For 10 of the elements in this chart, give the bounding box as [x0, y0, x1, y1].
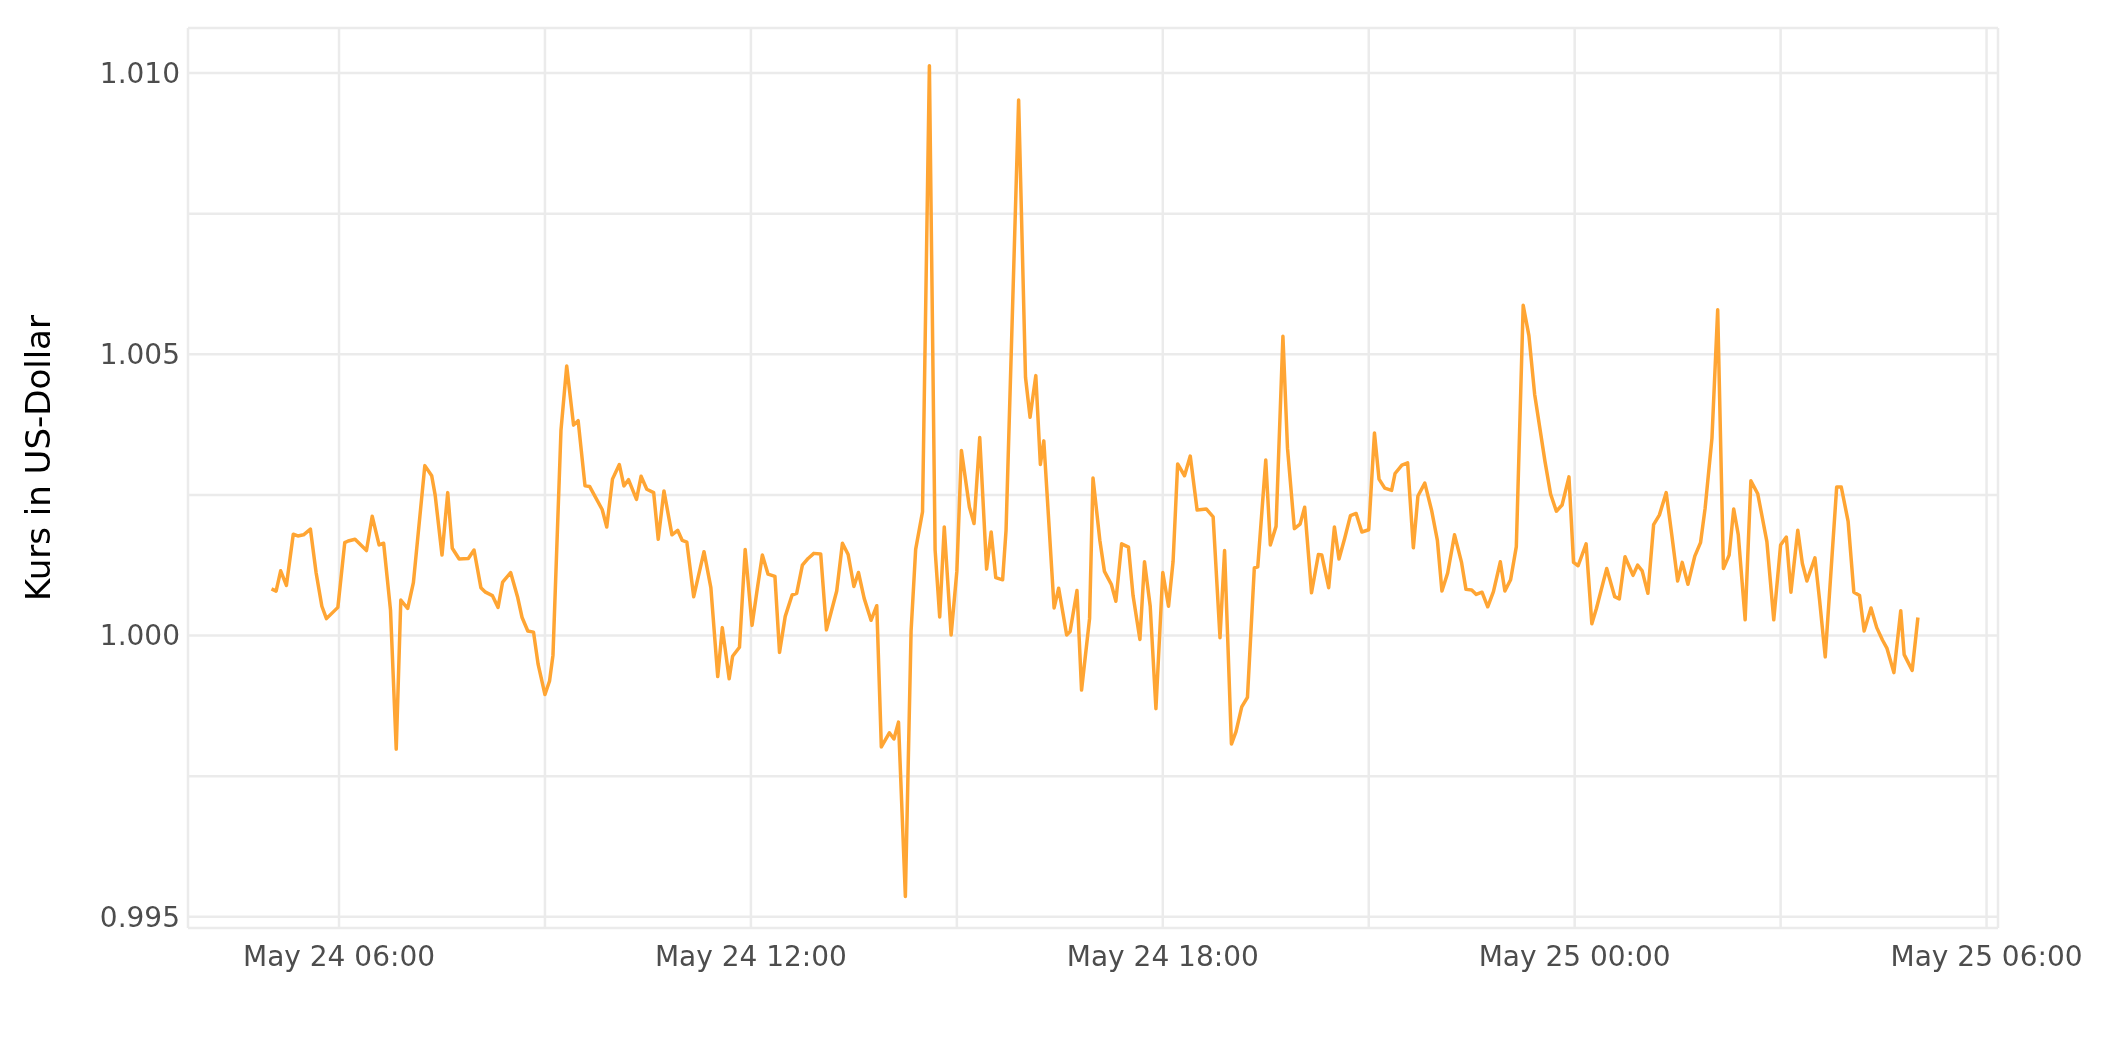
- x-tick-label: May 25 06:00: [1890, 939, 2083, 973]
- y-tick-label: 0.995: [99, 900, 180, 934]
- x-tick-label: May 24 12:00: [654, 939, 847, 973]
- y-tick-label: 1.010: [99, 56, 180, 90]
- x-tick-label: May 24 18:00: [1066, 939, 1259, 973]
- y-tick-label: 1.005: [99, 338, 180, 372]
- y-axis-title: Kurs in US-Dollar: [18, 315, 59, 601]
- x-tick-label: May 25 00:00: [1478, 939, 1671, 973]
- y-tick-label: 1.000: [99, 619, 180, 653]
- x-tick-label: May 24 06:00: [243, 939, 436, 973]
